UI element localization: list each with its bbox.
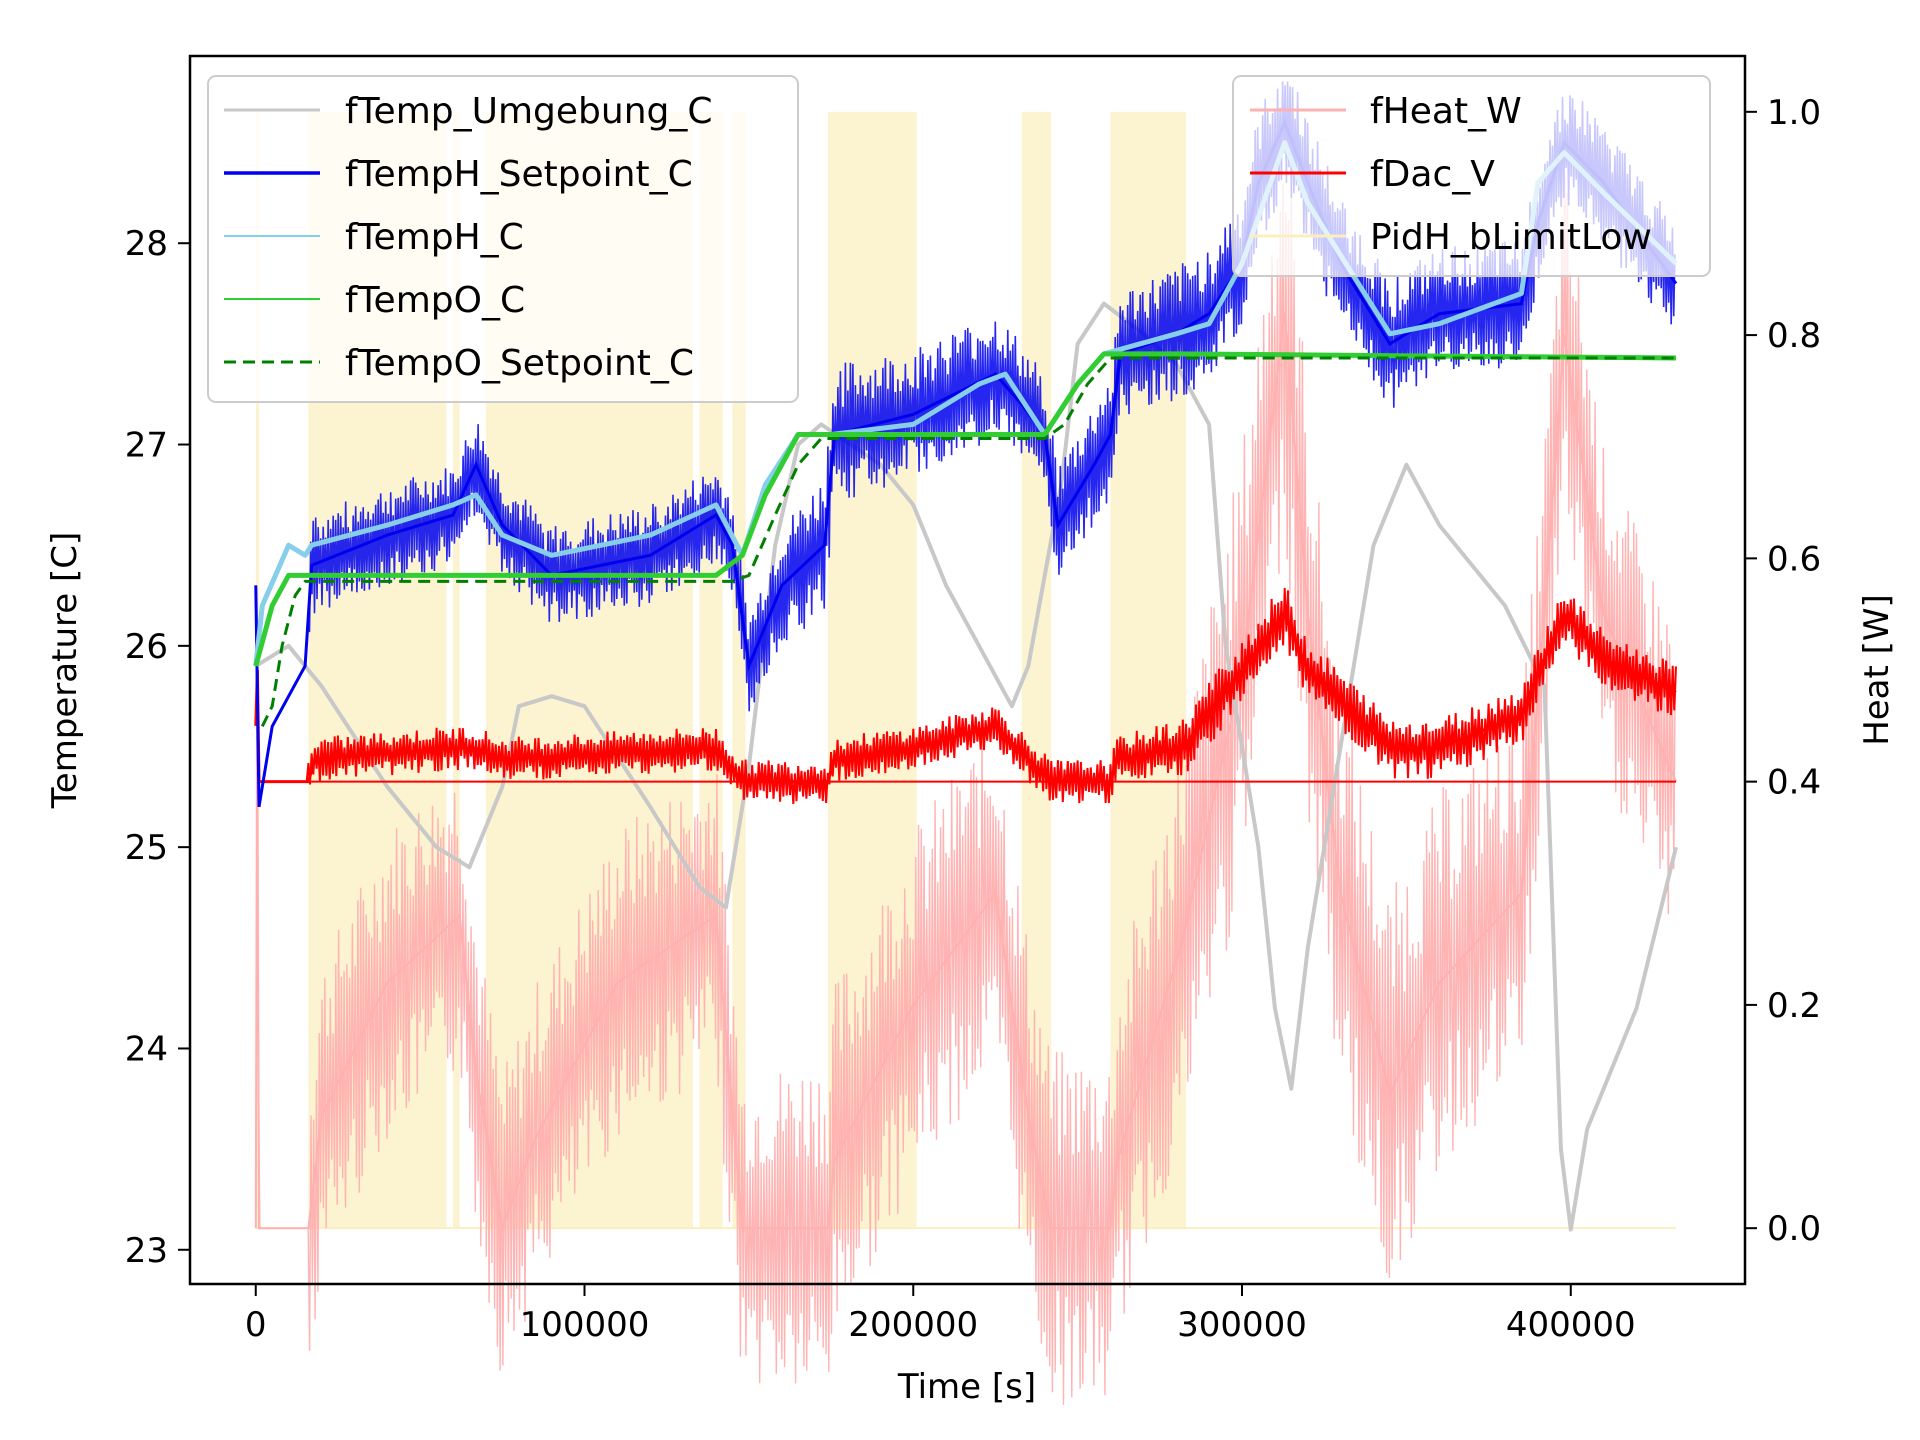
y-right-tick-label-2: 0.4 (1767, 763, 1821, 803)
legend-label-tempo: fTempO_C (345, 280, 525, 321)
legend-label-temph: fTempH_C (345, 217, 524, 258)
legend-left: fTemp_Umgebung_C fTempH_Setpoint_C fTemp… (207, 75, 799, 403)
series-line-ftemp-umgebung-c (254, 301, 1678, 1232)
series-line-fdac-v (254, 587, 1677, 804)
limit-low-band-2 (453, 111, 460, 1229)
y-axis-label-right: Heat [W] (1857, 594, 1897, 746)
legend-label-dac: fDac_V (1370, 154, 1495, 195)
series-line-fdac-v-mean (254, 611, 1677, 784)
y-right-tick-label-0: 0.0 (1767, 1209, 1821, 1249)
y-left-tick-label-4: 27 (125, 426, 168, 466)
legend-label-temph-setpoint: fTempH_Setpoint_C (345, 154, 693, 195)
legend-label-umgebung: fTemp_Umgebung_C (345, 91, 713, 132)
legend-label-heat: fHeat_W (1370, 91, 1522, 132)
y-left-tick-label-1: 24 (125, 1029, 168, 1069)
y-left-tick-label-3: 26 (125, 627, 168, 667)
series-line-ftemph-setpoint-c-mean (254, 118, 1678, 808)
y-right-tick-label-3: 0.6 (1767, 539, 1821, 579)
x-tick-label-4: 400000 (1506, 1305, 1636, 1345)
series-line-ftempo-c (253, 351, 1677, 667)
x-tick-label-2: 200000 (848, 1305, 978, 1345)
series-line-ftemph-setpoint-c (255, 81, 1676, 805)
y-left-tick-label-2: 25 (125, 828, 168, 868)
series-line-fheat-w-mean (254, 312, 1677, 1233)
legend-left-box (207, 75, 799, 403)
y-right-tick-label-5: 1.0 (1767, 93, 1821, 133)
legend-right: fHeat_W fDac_V PidH_bLimitLow (1232, 75, 1711, 277)
legend-label-tempo-setpoint: fTempO_Setpoint_C (345, 343, 694, 384)
series-line-fheat-w (255, 175, 1676, 1405)
x-axis-label: Time [s] (897, 1367, 1036, 1407)
x-tick-label-1: 100000 (520, 1305, 650, 1345)
x-tick-label-0: 0 (245, 1305, 267, 1345)
y-left-tick-label-5: 28 (125, 224, 168, 264)
series-line-ftempo-setpoint-c (260, 356, 1676, 728)
y-right-tick-label-1: 0.2 (1767, 986, 1821, 1026)
y-left-tick-label-0: 23 (125, 1231, 168, 1271)
y-axis-label-left: Temperature [C] (45, 532, 85, 809)
plot-frame (188, 54, 1747, 1286)
legend-label-limit-low: PidH_bLimitLow (1370, 217, 1652, 258)
axis-ticks: 0 100000 200000 300000 400000 23 24 25 26 27 28 0.0… (125, 93, 1821, 1345)
x-tick-label-3: 300000 (1177, 1305, 1307, 1345)
series-line-ftemph-c (253, 140, 1678, 667)
legend-right-box (1232, 75, 1711, 277)
y-right-tick-label-4: 0.8 (1767, 316, 1821, 356)
